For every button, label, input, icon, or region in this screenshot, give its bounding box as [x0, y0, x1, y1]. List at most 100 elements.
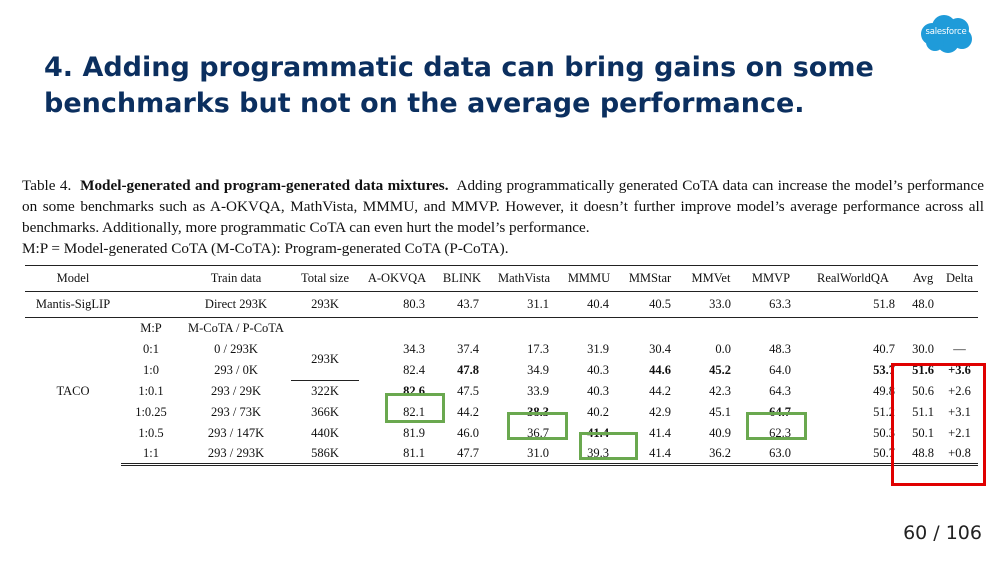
col-header: RealWorldQA [817, 271, 889, 285]
table-row: 1:0 293 / 0K 82.4 47.8 34.9 40.3 44.6 45… [25, 360, 978, 381]
value-cell: 64.7 [769, 404, 791, 419]
caption-heading: Model-generated and program-generated da… [80, 177, 449, 194]
value-cell: 45.1 [709, 404, 731, 419]
delta-cell: +0.8 [941, 443, 978, 466]
col-header: Delta [945, 271, 974, 285]
value-cell: 31.1 [489, 291, 559, 318]
size-cell: 293K [291, 338, 359, 381]
col-header: MathVista [497, 271, 551, 285]
mp-cell: 1:0 [143, 362, 159, 377]
table-row: 1:0.1 293 / 29K 322K 82.6 47.5 33.9 40.3… [25, 381, 978, 402]
highlight-box-avg-delta [891, 363, 986, 486]
value-cell: 36.7 [527, 425, 549, 440]
value-cell: 40.4 [559, 291, 619, 318]
value-cell: 33.0 [681, 291, 741, 318]
value-cell: 82.1 [403, 404, 425, 419]
col-header: MMVet [691, 271, 731, 285]
highlight-box-aokvqa [385, 393, 445, 423]
value-cell: 37.4 [457, 341, 479, 356]
value-cell: 41.4 [619, 443, 681, 466]
value-cell: 40.7 [873, 341, 895, 356]
train-cell: 293 / 29K [211, 383, 261, 398]
value-cell: 33.9 [527, 383, 549, 398]
highlight-box-mathvista [507, 412, 568, 440]
table-row-baseline: Mantis-SigLIP Direct 293K 293K 80.3 43.7… [25, 291, 978, 318]
value-cell: 63.3 [741, 291, 801, 318]
train-cell: 293 / 147K [207, 425, 265, 440]
table-header-row: Model Train data Total size A-OKVQA BLIN… [25, 265, 978, 292]
value-cell: 34.3 [403, 341, 425, 356]
value-cell: 46.0 [457, 425, 479, 440]
value-cell: 47.5 [457, 383, 479, 398]
value-cell: 63.0 [741, 443, 801, 466]
value-cell: 45.2 [709, 362, 731, 377]
avg-cell: 51.1 [912, 404, 934, 419]
value-cell: 40.5 [619, 291, 681, 318]
value-cell: 42.9 [649, 404, 671, 419]
mp-header: M:P [140, 320, 162, 335]
size-cell: 322K [311, 383, 339, 398]
delta-cell: +2.1 [948, 425, 971, 440]
value-cell: 17.3 [527, 341, 549, 356]
results-table: Model Train data Total size A-OKVQA BLIN… [25, 265, 978, 466]
train-cell: Direct 293K [181, 291, 291, 318]
salesforce-logo: salesforce [918, 14, 974, 54]
highlight-box-mmvp [746, 412, 807, 440]
col-header: BLINK [442, 271, 482, 285]
avg-cell: 48.8 [905, 443, 941, 466]
caption-label: Table 4. [22, 177, 72, 194]
delta-cell: +3.6 [948, 362, 971, 377]
col-header: MMVP [751, 271, 791, 285]
value-cell: 53.7 [873, 362, 895, 377]
value-cell: 82.4 [403, 362, 425, 377]
value-cell: 40.3 [587, 362, 609, 377]
col-header: Train data [210, 271, 262, 285]
logo-text: salesforce [925, 27, 967, 37]
mp-cell: 1:1 [121, 443, 181, 466]
value-cell: 31.0 [489, 443, 559, 466]
col-header: A-OKVQA [367, 271, 427, 285]
table-caption: Table 4. Model-generated and program-gen… [22, 175, 984, 259]
table-row: 1:0.25 293 / 73K 366K 82.1 44.2 38.3 40.… [25, 402, 978, 423]
col-header [121, 266, 181, 292]
value-cell: 51.2 [873, 404, 895, 419]
size-cell: 586K [291, 443, 359, 466]
value-cell: 34.9 [527, 362, 549, 377]
taco-model-cell: TACO [56, 383, 90, 398]
value-cell: 31.9 [587, 341, 609, 356]
size-cell: 366K [311, 404, 339, 419]
value-cell: 38.3 [527, 404, 549, 419]
train-cell: 293 / 0K [214, 362, 258, 377]
value-cell: 51.8 [801, 291, 905, 318]
value-cell: 49.8 [873, 383, 895, 398]
size-cell: 293K [291, 291, 359, 318]
caption-body: Adding programmatically generated CoTA d… [22, 177, 985, 236]
avg-cell: 50.1 [912, 425, 934, 440]
value-cell: 47.8 [457, 362, 479, 377]
col-header: MMStar [628, 271, 672, 285]
delta-cell: +2.6 [948, 383, 971, 398]
value-cell: 48.3 [769, 341, 791, 356]
value-cell: 44.2 [649, 383, 671, 398]
value-cell: 44.2 [457, 404, 479, 419]
value-cell: 44.6 [649, 362, 671, 377]
avg-cell: 51.6 [912, 362, 934, 377]
col-header: Avg [912, 271, 934, 285]
value-cell: 64.0 [769, 362, 791, 377]
mp-cell: 1:0.1 [138, 383, 164, 398]
avg-cell: 50.6 [912, 383, 934, 398]
value-cell: 50.7 [801, 443, 905, 466]
cloud-icon [921, 15, 972, 53]
mix-header: M-CoTA / P-CoTA [188, 320, 284, 335]
value-cell: 41.4 [649, 425, 671, 440]
train-cell: 293 / 293K [181, 443, 291, 466]
mp-cell: 1:0.25 [135, 404, 167, 419]
value-cell: 62.3 [769, 425, 791, 440]
value-cell: 64.3 [769, 383, 791, 398]
value-cell: 81.1 [359, 443, 435, 466]
col-header: Model [56, 271, 90, 285]
avg-cell: 48.0 [905, 291, 941, 318]
col-header: Total size [300, 271, 350, 285]
mp-cell: 0:1 [143, 341, 159, 356]
table-row-subheader: TACO M:P M-CoTA / P-CoTA [25, 318, 978, 398]
